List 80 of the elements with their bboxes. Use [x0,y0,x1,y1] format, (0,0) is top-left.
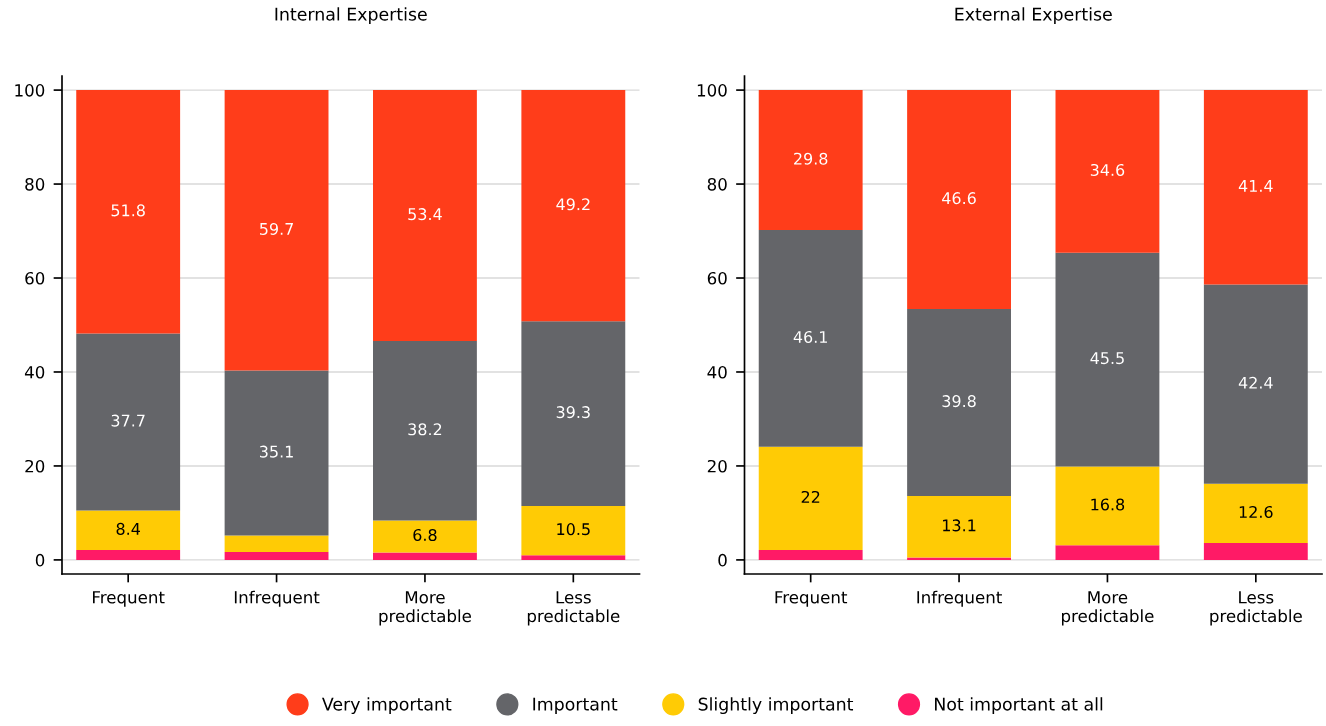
data-label: 10.5 [557,523,590,536]
bar [373,90,477,341]
y-tick-label: 80 [707,178,727,191]
y-tick-label: 80 [25,178,45,191]
data-label: 22 [801,490,820,503]
x-tick-label: More predictable [1062,591,1154,626]
data-label: 46.6 [942,192,976,205]
bar [1203,483,1308,543]
bar [758,90,863,231]
chart-title: External Expertise [955,7,1112,25]
data-label: 49.2 [556,198,590,211]
bar [521,505,626,556]
y-tick-label: 60 [25,271,45,285]
y-tick-label: 20 [25,459,45,473]
bar [758,446,863,551]
legend-label: Slightly important [698,697,854,715]
bar [758,550,863,560]
y-tick-label: 100 [697,84,727,97]
legend-label: Not important at all [935,697,1103,715]
bar [76,550,181,560]
bar [76,510,181,551]
bar [521,555,626,560]
data-label: 37.7 [111,414,145,427]
bar [907,496,1011,558]
data-label: 13.1 [943,519,976,532]
data-label: 29.8 [794,152,828,165]
x-tick-label: Less predictable [527,591,620,626]
bar [1203,90,1308,285]
data-label: 34.6 [1090,163,1125,177]
y-tick-label: 0 [35,553,45,567]
y-tick-label: 100 [15,84,45,97]
data-label: 45.5 [1090,352,1124,365]
data-label: 59.7 [260,222,293,235]
data-label: 12.6 [1239,505,1273,519]
x-tick-label: Less predictable [1210,591,1302,626]
y-tick-label: 40 [24,365,45,379]
bar [224,90,329,371]
bar [224,551,329,560]
bar [1055,90,1160,253]
y-tick-label: 20 [707,459,727,473]
data-label: 39.8 [942,395,976,408]
legend-label: Very important [322,697,452,715]
x-tick-label: Infrequent [234,590,320,607]
data-label: 38.2 [408,423,442,436]
y-tick-label: 60 [707,271,727,285]
bar [373,520,477,553]
bar [521,90,626,322]
bar [521,321,626,506]
data-label: 53.4 [408,208,442,221]
data-label: 51.8 [111,204,145,217]
y-tick-label: 40 [707,365,727,379]
data-label: 41.4 [1238,180,1273,192]
data-label: 46.1 [793,330,827,344]
bar [1203,542,1308,560]
legend-label: Important [533,697,618,715]
bar [76,333,181,511]
data-label: 39.3 [556,406,590,419]
x-tick-label: Frequent [93,591,165,607]
bar [76,90,181,334]
x-tick-label: More predictable [379,591,471,626]
bar [907,309,1011,497]
x-tick-label: Infrequent [917,590,1002,607]
bar [224,535,329,552]
bar [1055,252,1160,467]
bar [1055,545,1160,560]
y-tick-label: 0 [718,553,727,567]
bar [1203,284,1308,484]
data-label: 6.8 [413,528,437,542]
data-label: 16.8 [1091,498,1125,511]
data-label: 42.4 [1238,376,1273,389]
data-label: 8.4 [116,522,140,535]
bar [1055,466,1160,546]
x-tick-label: Frequent [775,591,848,607]
data-label: 35.1 [260,445,293,458]
bar [224,370,329,536]
chart-title: Internal Expertise [275,7,427,25]
bar [907,90,1011,310]
bar [373,340,477,521]
bar [373,552,477,560]
bar [758,230,863,447]
